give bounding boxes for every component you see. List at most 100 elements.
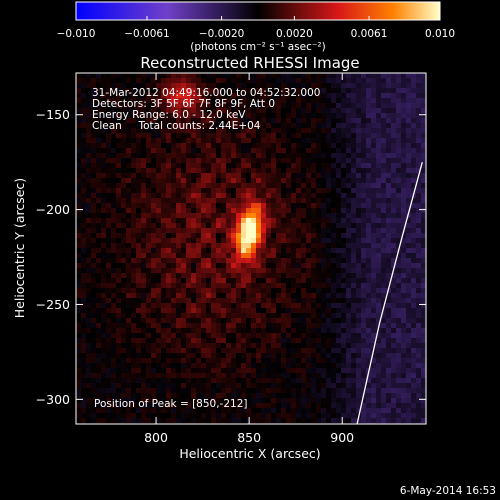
heatmap-cell [171,243,177,249]
heatmap-cell [421,258,426,264]
heatmap-cell [121,253,127,259]
heatmap-cell [221,288,227,294]
heatmap-cell [261,283,267,289]
heatmap-cell [326,308,332,314]
heatmap-cell [171,73,177,79]
heatmap-cell [131,363,137,369]
heatmap-cell [406,173,412,179]
heatmap-cell [166,418,172,424]
heatmap-cell [301,98,307,104]
heatmap-cell [106,243,112,249]
heatmap-cell [251,318,257,324]
heatmap-cell [126,78,132,84]
heatmap-cell [96,248,102,254]
heatmap-cell [236,93,242,99]
heatmap-cell [371,223,377,229]
heatmap-cell [216,138,222,144]
heatmap-cell [106,358,112,364]
heatmap-cell [116,283,122,289]
heatmap-cell [386,138,392,144]
heatmap-cell [186,138,192,144]
heatmap-cell [281,223,287,229]
heatmap-cell [261,368,267,374]
heatmap-cell [361,338,367,344]
heatmap-cell [111,118,117,124]
heatmap-cell [96,268,102,274]
heatmap-cell [286,293,292,299]
heatmap-cell [136,388,142,394]
heatmap-cell [141,193,147,199]
heatmap-cell [146,163,152,169]
heatmap-cell [226,288,232,294]
heatmap-cell [156,333,162,339]
heatmap-cell [336,383,342,389]
heatmap-cell [126,198,132,204]
heatmap-cell [396,258,402,264]
heatmap-cell [81,248,87,254]
heatmap-cell [261,208,267,214]
heatmap-cell [326,208,332,214]
heatmap-cell [356,83,362,89]
heatmap-cell [156,173,162,179]
heatmap-cell [406,408,412,414]
heatmap-cell [96,388,102,394]
heatmap-cell [271,378,277,384]
heatmap-cell [401,98,407,104]
heatmap-cell [96,343,102,349]
heatmap-cell [261,383,267,389]
heatmap-cell [201,103,207,109]
heatmap-cell [351,398,357,404]
heatmap-cell [286,143,292,149]
heatmap-cell [416,223,422,229]
heatmap-cell [286,133,292,139]
heatmap-cell [151,383,157,389]
heatmap-cell [286,308,292,314]
heatmap-cell [246,98,252,104]
heatmap-cell [416,263,422,269]
heatmap-cell [186,148,192,154]
heatmap-cell [421,393,426,399]
heatmap-cell [121,338,127,344]
heatmap-cell [371,263,377,269]
heatmap-cell [391,143,397,149]
heatmap-cell [101,283,107,289]
heatmap-cell [176,148,182,154]
heatmap-cell [136,228,142,234]
heatmap-cell [356,233,362,239]
heatmap-cell [86,418,92,424]
heatmap-cell [201,333,207,339]
heatmap-cell [231,78,237,84]
heatmap-cell [251,193,257,199]
heatmap-cell [396,233,402,239]
heatmap-cell [286,368,292,374]
heatmap-cell [366,113,372,119]
heatmap-cell [386,168,392,174]
heatmap-cell [266,153,272,159]
heatmap-cell [331,108,337,114]
heatmap-cell [201,353,207,359]
heatmap-cell [411,143,417,149]
heatmap-cell [126,83,132,89]
heatmap-cell [416,213,422,219]
heatmap-cell [211,173,217,179]
heatmap-cell [186,113,192,119]
heatmap-cell [96,313,102,319]
heatmap-cell [226,173,232,179]
heatmap-cell [146,208,152,214]
heatmap-cell [106,373,112,379]
heatmap-cell [346,363,352,369]
heatmap-cell [111,318,117,324]
heatmap-cell [126,178,132,184]
heatmap-cell [281,78,287,84]
heatmap-cell [141,313,147,319]
heatmap-cell [181,93,187,99]
heatmap-cell [186,128,192,134]
heatmap-cell [116,198,122,204]
heatmap-cell [151,238,157,244]
heatmap-cell [96,408,102,414]
heatmap-cell [226,133,232,139]
heatmap-cell [231,418,237,424]
heatmap-cell [176,348,182,354]
heatmap-cell [401,253,407,259]
heatmap-cell [371,298,377,304]
